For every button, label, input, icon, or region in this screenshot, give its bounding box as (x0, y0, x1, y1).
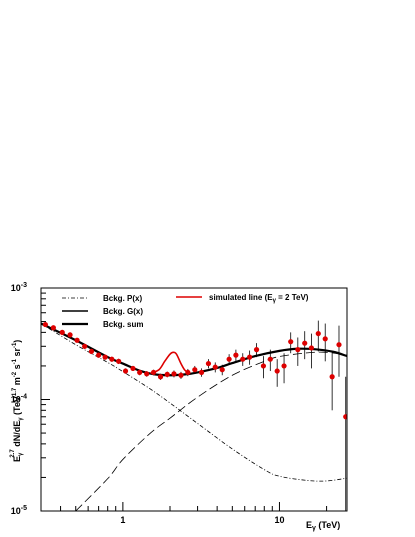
data-point (42, 321, 48, 328)
legend-label-sub: γ (273, 298, 277, 304)
plot-frame (40, 287, 348, 512)
data-point (247, 354, 253, 360)
data-point (295, 347, 301, 353)
y-axis-title-sub: γ (18, 452, 24, 456)
data-point (171, 371, 177, 377)
data-point (137, 369, 143, 376)
data-point (240, 356, 246, 362)
y-axis-title-unit: (TeV (12, 396, 22, 417)
x-tick-label: 1 (120, 515, 125, 525)
curve-g-bckg (75, 351, 347, 511)
y-tick-label: 10-4 (11, 394, 27, 405)
data-point (150, 369, 157, 376)
y-tick-label-base: 10 (11, 395, 21, 405)
y-axis-title-sup: 2.7 (10, 449, 16, 458)
data-point (260, 363, 267, 369)
axis-ticks (40, 287, 328, 512)
data-point (336, 342, 342, 348)
curve-simulated-line (150, 351, 191, 374)
data-point (185, 369, 191, 376)
y-axis-title-sup3: -2 (12, 371, 18, 377)
data-point (322, 336, 328, 342)
y-axis-title-close: ) (12, 340, 22, 343)
data-point (82, 343, 88, 349)
data-point (74, 337, 80, 343)
data-point (144, 371, 150, 377)
legend-label-main: Bckg. G(x) (103, 307, 143, 316)
y-tick-label-exp: -4 (21, 394, 27, 401)
data-point (308, 345, 315, 351)
data-point (109, 356, 115, 362)
data-point (288, 339, 294, 345)
data-point (102, 354, 108, 360)
data-point (233, 352, 239, 358)
legend: Bckg. P(x) Bckg. G(x) Bckg. sum simulated l… (62, 293, 309, 329)
data-point (343, 414, 347, 420)
data-points (42, 320, 347, 511)
data-point (59, 329, 65, 335)
y-tick-label: 10-3 (11, 282, 27, 293)
data-point (178, 372, 184, 378)
x-axis-title-unit: (TeV) (316, 520, 340, 530)
y-tick-label-exp: -5 (21, 505, 27, 512)
x-axis-title-main: E (306, 520, 312, 530)
legend-label-main: Bckg. P(x) (103, 294, 142, 303)
legend-simulated-line-label: simulated line (Eγ = 2 TeV) (209, 293, 309, 304)
data-point (157, 374, 164, 380)
y-tick-label-exp: -3 (21, 282, 27, 289)
data-point (253, 347, 260, 353)
y-tick-label: 10-5 (11, 505, 27, 516)
x-axis-title: Eγ (TeV) (306, 520, 340, 532)
legend-label-main: Bckg. sum (103, 320, 143, 329)
data-point (96, 352, 102, 358)
data-point (116, 358, 122, 364)
y-axis-title-sup4: -1 (12, 358, 18, 364)
legend-label-main: simulated line (E (209, 293, 273, 302)
y-tick-label-base: 10 (11, 283, 21, 293)
data-point (267, 356, 273, 362)
x-tick-label: 10 (274, 515, 284, 525)
legend-bckg-sum-label: Bckg. sum (103, 320, 143, 329)
y-axis-title-m: m (12, 377, 22, 388)
data-point (212, 364, 218, 370)
data-point (315, 330, 321, 337)
data-point (302, 340, 308, 346)
data-point (50, 325, 56, 331)
y-axis-title-sup2: 1.7 (12, 387, 18, 396)
data-point (67, 332, 73, 338)
legend-g-bckg-label: Bckg. G(x) (103, 307, 143, 316)
y-axis-title-sr: sr (12, 348, 22, 360)
data-point (130, 365, 136, 372)
y-axis-title-sup5: -1 (12, 342, 18, 348)
y-axis-title: Eγ2.7 dN/dEγ (TeV1.7 m-2 s-1 sr-1) (10, 340, 24, 462)
data-point (192, 367, 198, 373)
y-axis-title-s: s (12, 364, 22, 372)
data-point (219, 367, 225, 373)
y-tick-label-base: 10 (11, 506, 21, 516)
data-point (226, 356, 232, 362)
data-point (205, 360, 212, 367)
data-point (122, 368, 129, 374)
data-point (329, 374, 335, 380)
data-point (198, 369, 205, 376)
y-axis-title-e: E (12, 456, 22, 462)
data-point (274, 368, 280, 374)
legend-label-end: = 2 TeV) (276, 293, 309, 302)
data-point (88, 348, 95, 355)
y-axis-title-sub2: γ (18, 417, 24, 421)
data-point (164, 371, 170, 377)
data-point (281, 363, 287, 369)
y-axis-title-dnde: dN/dE (12, 421, 22, 450)
x-axis-title-sub: γ (312, 525, 316, 532)
legend-p-bckg-label: Bckg. P(x) (103, 294, 142, 303)
